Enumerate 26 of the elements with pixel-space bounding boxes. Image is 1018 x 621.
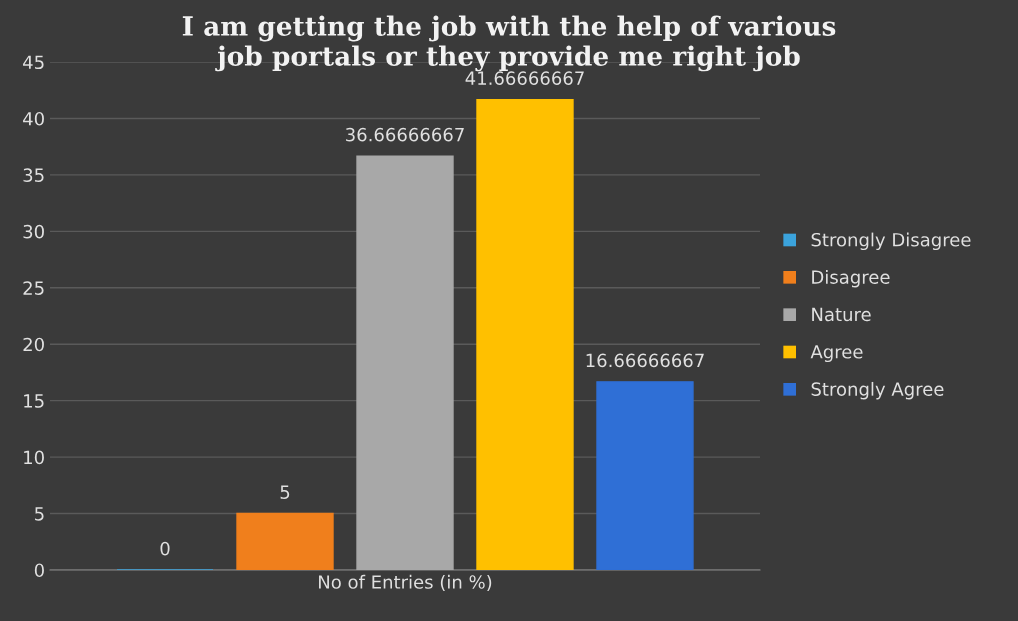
bar <box>476 98 574 570</box>
y-tick-label: 10 <box>24 450 44 465</box>
data-label: 5 <box>280 485 290 499</box>
x-tick-label: No of Entries (in %) <box>319 574 492 591</box>
y-tick-label: 30 <box>23 224 44 239</box>
data-label: 41.66666667 <box>465 71 584 86</box>
y-tick-label: 35 <box>23 168 44 183</box>
bar <box>356 155 454 570</box>
y-tick-label: 20 <box>23 337 44 352</box>
y-tick-label: 0 <box>34 563 44 578</box>
data-label: 36.66666667 <box>346 127 464 142</box>
legend-label: Nature <box>812 307 871 322</box>
bar <box>596 381 694 570</box>
y-tick-label: 15 <box>24 394 44 408</box>
chart-title: I am getting the job with the help of various job portals or they provide me right job <box>182 15 836 72</box>
y-tick-label: 5 <box>35 507 44 521</box>
y-tick-label: 40 <box>23 111 44 126</box>
legend-label: Agree <box>810 345 863 363</box>
y-tick-label: 25 <box>23 281 44 295</box>
data-label: 16.66666667 <box>586 353 704 368</box>
legend-label: Strongly Disagree <box>811 232 971 251</box>
y-tick-label: 45 <box>23 55 44 70</box>
bar <box>236 512 334 570</box>
data-label: 0 <box>160 541 170 556</box>
legend-label: Disagree <box>812 269 890 288</box>
legend-label: Strongly Agree <box>811 381 944 400</box>
